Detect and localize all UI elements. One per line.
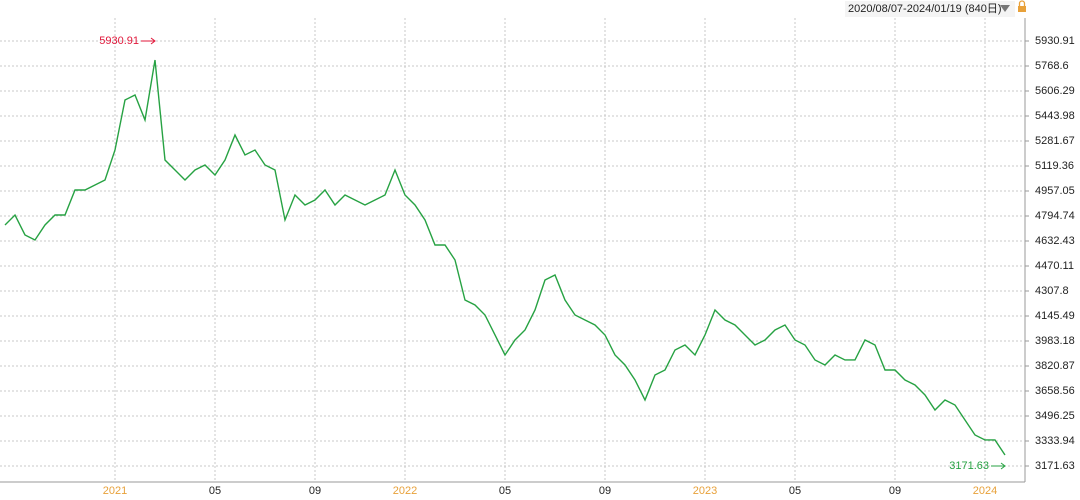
price-line xyxy=(4,59,1006,456)
y-tick-label: 3171.63 xyxy=(1035,460,1075,472)
annotation-arrowhead xyxy=(150,37,156,45)
y-tick-label: 4307.8 xyxy=(1035,285,1069,297)
lock-shackle xyxy=(1018,0,1026,6)
y-tick-label: 4145.49 xyxy=(1035,310,1075,322)
y-tick-label: 4632.43 xyxy=(1035,235,1075,247)
y-tick-label: 5443.98 xyxy=(1035,110,1075,122)
y-tick-label: 3658.56 xyxy=(1035,385,1075,397)
x-tick-label: 2021 xyxy=(103,485,127,497)
y-tick-label: 5119.36 xyxy=(1035,160,1074,172)
x-tick-label: 09 xyxy=(309,485,321,497)
annotation-label: 5930.91 xyxy=(99,35,139,47)
y-tick-label: 3333.94 xyxy=(1035,435,1075,447)
lock-icon[interactable] xyxy=(1018,6,1026,12)
x-tick-label: 2022 xyxy=(393,485,417,497)
x-tick-label: 05 xyxy=(789,485,801,497)
x-tick-label: 2024 xyxy=(973,485,997,497)
annotation-arrowhead xyxy=(1000,462,1006,470)
y-tick-label: 5768.6 xyxy=(1035,60,1069,72)
y-tick-label: 3820.87 xyxy=(1035,360,1075,372)
y-tick-label: 4470.11 xyxy=(1035,260,1074,272)
x-tick-label: 09 xyxy=(599,485,611,497)
y-tick-label: 5606.29 xyxy=(1035,85,1075,97)
y-tick-label: 5930.91 xyxy=(1035,35,1075,47)
dropdown-icon[interactable] xyxy=(1000,5,1010,12)
y-tick-label: 5281.67 xyxy=(1035,135,1075,147)
y-tick-label: 4957.05 xyxy=(1035,185,1075,197)
y-tick-label: 4794.74 xyxy=(1035,210,1075,222)
x-tick-label: 05 xyxy=(499,485,511,497)
y-tick-label: 3496.25 xyxy=(1035,410,1075,422)
y-tick-label: 3983.18 xyxy=(1035,335,1075,347)
range-box xyxy=(845,1,1015,17)
range-label[interactable]: 2020/08/07-2024/01/19 (840日) xyxy=(848,3,1002,15)
x-tick-label: 05 xyxy=(209,485,221,497)
x-tick-label: 2023 xyxy=(693,485,717,497)
annotation-label: 3171.63 xyxy=(949,460,989,472)
x-tick-label: 09 xyxy=(889,485,901,497)
